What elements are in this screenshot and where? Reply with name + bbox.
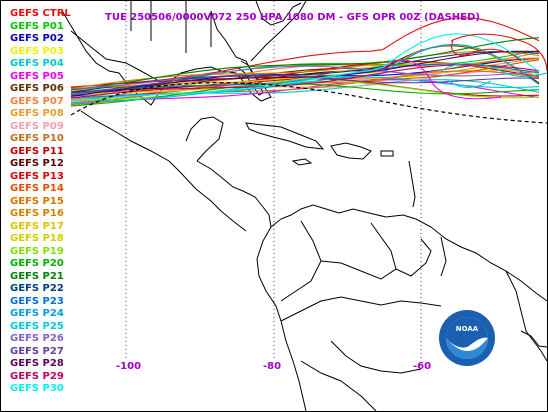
legend-item: GEFS P29: [10, 370, 64, 382]
border-us-mexico: [70, 30, 160, 82]
map-title: TUE 250506/0000V072 250 HPA 1080 DM - GF…: [105, 12, 480, 23]
legend-item: GEFS P20: [10, 258, 64, 269]
brazil-east: [505, 270, 547, 362]
legend-item: GEFS P24: [10, 308, 64, 319]
yucatan: [185, 116, 224, 162]
legend-item: GEFS P01: [10, 20, 64, 32]
legend-item: GEFS P04: [10, 58, 64, 69]
cuba: [245, 122, 325, 150]
legend-item: GEFS P16: [10, 208, 64, 219]
venezuela-border: [320, 222, 397, 280]
ensemble-contours: [70, 17, 547, 107]
contour-line: [70, 17, 540, 88]
africa-tip: [520, 330, 547, 348]
lon-label-100: -100: [116, 361, 142, 372]
colombia-border: [280, 220, 322, 302]
legend-item: GEFS P06: [10, 83, 64, 94]
contour-line: [70, 44, 540, 96]
coastlines: [60, 1, 547, 411]
legend-item: GEFS P09: [10, 120, 64, 132]
contour-line: [70, 69, 540, 104]
lon-label-60: -60: [413, 361, 432, 372]
central-america: [196, 160, 272, 228]
legend-item: GEFS P22: [10, 283, 64, 294]
legend-item: GEFS P13: [10, 170, 64, 182]
mexico-pacific-coast: [80, 110, 247, 232]
legend-item: GEFS P17: [10, 220, 64, 232]
jamaica: [291, 158, 313, 166]
great-lakes: [255, 1, 302, 26]
legend-item: GEFS P30: [10, 383, 64, 394]
legend-item: GEFS P15: [10, 195, 64, 207]
contour-line: [70, 65, 540, 90]
contour-line: [70, 64, 540, 99]
lon-label-80: -80: [263, 361, 282, 372]
contour-line: [70, 76, 540, 105]
contour-loop: [380, 59, 502, 100]
lat-lon-grid: [125, 1, 422, 361]
legend-item: GEFS P27: [10, 345, 64, 357]
south-america-north-coast: [270, 204, 547, 302]
state-lines: [130, 1, 212, 53]
legend-item: GEFS P23: [10, 295, 64, 307]
contour-loop: [440, 63, 547, 89]
legend-item: GEFS CTRL: [10, 8, 71, 19]
legend-item: GEFS P03: [10, 45, 64, 57]
bolivia-border: [330, 340, 422, 374]
contour-loop: [450, 33, 547, 72]
legend-item: GEFS P12: [10, 158, 64, 169]
legend-item: GEFS P07: [10, 95, 64, 107]
legend-item: GEFS P02: [10, 33, 64, 44]
contour-line: [70, 43, 540, 99]
hispaniola: [330, 142, 372, 160]
peru-brazil-border: [280, 296, 442, 322]
us-east-coast: [250, 1, 307, 62]
south-america-west-coast: [256, 226, 307, 411]
legend-item: GEFS P25: [10, 320, 64, 332]
lesser-antilles: [408, 160, 416, 208]
inner-border-south: [300, 360, 377, 411]
gfs-operational-dashed-line: [70, 82, 547, 124]
legend-item: GEFS P10: [10, 133, 64, 144]
noaa-logo: NOAA: [439, 310, 495, 366]
legend-item: GEFS P19: [10, 245, 64, 257]
contour-line: [70, 37, 540, 91]
guyana-borders: [395, 236, 447, 277]
puerto-rico: [380, 150, 394, 157]
contour-line: [70, 50, 540, 97]
legend-item: GEFS P05: [10, 70, 64, 82]
legend-item: GEFS P08: [10, 108, 64, 119]
legend-item: GEFS P18: [10, 233, 64, 244]
legend-item: GEFS P21: [10, 270, 64, 282]
contour-line: [70, 33, 540, 102]
noaa-logo-text: NOAA: [456, 325, 479, 333]
legend-item: GEFS P14: [10, 183, 64, 194]
legend-item: GEFS P11: [10, 145, 64, 157]
legend-item: GEFS P26: [10, 333, 64, 344]
legend-item: GEFS P28: [10, 358, 64, 369]
